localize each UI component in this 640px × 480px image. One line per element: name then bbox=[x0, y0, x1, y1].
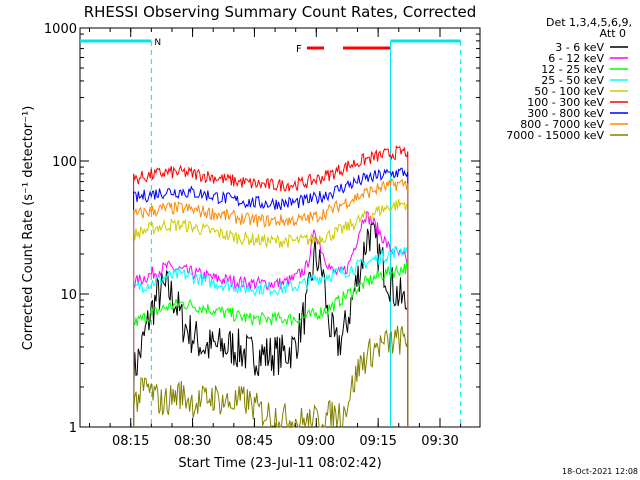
x-axis-label: Start Time (23-Jul-11 08:02:42) bbox=[178, 456, 381, 471]
series-line-3 bbox=[133, 245, 409, 427]
x-tick-label: 08:45 bbox=[236, 434, 273, 449]
plot-area: NF bbox=[79, 27, 481, 429]
x-tick-label: 09:30 bbox=[421, 434, 458, 449]
series-line-0 bbox=[133, 222, 409, 427]
series-line-2 bbox=[133, 261, 409, 427]
y-tick-label: 1 bbox=[69, 421, 77, 436]
series-line-5 bbox=[133, 145, 409, 427]
series-line-7 bbox=[133, 178, 409, 427]
legend-label: 3 - 6 keV bbox=[555, 41, 604, 54]
x-tick-label: 08:30 bbox=[174, 434, 211, 449]
attenuator-state: Att 0 bbox=[600, 27, 626, 40]
plot-frame bbox=[79, 27, 481, 428]
flare-marker: F bbox=[296, 44, 302, 55]
y-tick-labels: 1 10 100 1000 bbox=[44, 22, 77, 436]
legend-label: 800 - 7000 keV bbox=[520, 118, 604, 131]
detector-list: Det 1,3,4,5,6,9, bbox=[546, 16, 632, 29]
legend-label: 6 - 12 keV bbox=[548, 52, 604, 65]
legend-label: 50 - 100 keV bbox=[534, 85, 604, 98]
x-tick-label: 09:00 bbox=[298, 434, 335, 449]
night-marker: N bbox=[154, 38, 161, 48]
y-tick-label: 1000 bbox=[44, 22, 77, 37]
x-tick-labels: 08:15 08:30 08:45 09:00 09:15 09:30 bbox=[112, 434, 459, 449]
series-line-4 bbox=[133, 199, 409, 427]
legend-label: 300 - 800 keV bbox=[527, 107, 604, 120]
y-axis-label: Corrected Count Rate (s⁻¹ detector⁻¹) bbox=[21, 106, 36, 351]
legend-label: 7000 - 15000 keV bbox=[506, 129, 604, 142]
x-tick-label: 08:15 bbox=[112, 434, 149, 449]
series-line-8 bbox=[133, 325, 409, 429]
series-line-6 bbox=[133, 167, 409, 427]
y-tick-label: 100 bbox=[52, 155, 77, 170]
legend-label: 100 - 300 keV bbox=[527, 96, 604, 109]
plot-timestamp: 18-Oct-2021 12:08 bbox=[562, 467, 638, 476]
legend-label: 12 - 25 keV bbox=[541, 63, 604, 76]
legend-label: 25 - 50 keV bbox=[541, 74, 604, 87]
y-tick-label: 10 bbox=[60, 288, 77, 303]
x-tick-label: 09:15 bbox=[359, 434, 396, 449]
chart-title: RHESSI Observing Summary Count Rates, Co… bbox=[84, 3, 477, 21]
